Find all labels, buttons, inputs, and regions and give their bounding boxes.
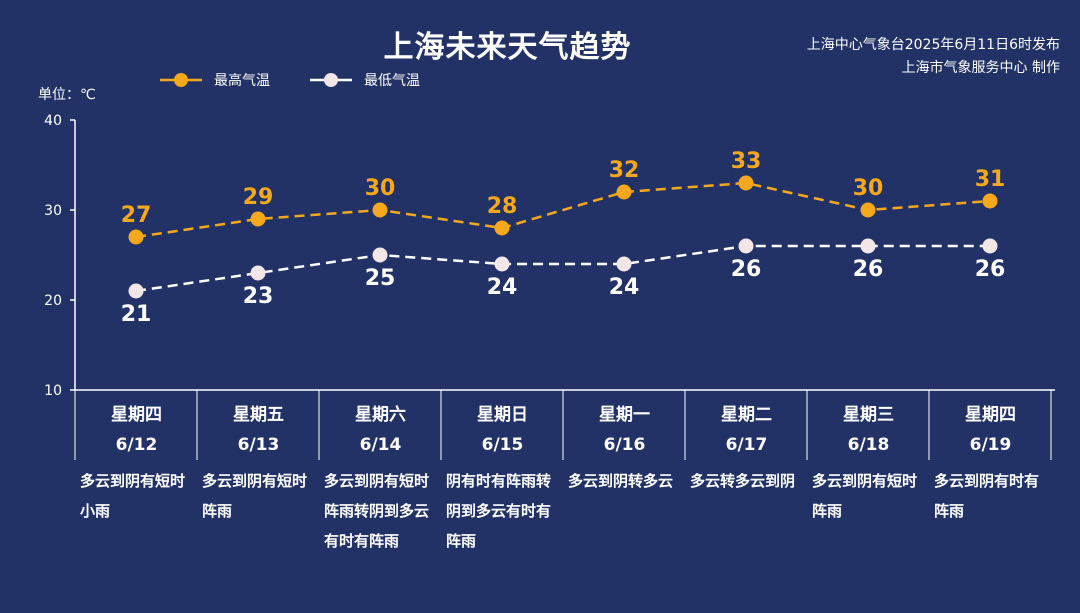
data-point-high xyxy=(250,211,266,227)
day-date: 6/17 xyxy=(725,435,768,455)
day-weekday: 星期六 xyxy=(355,405,406,425)
data-label-low: 26 xyxy=(853,257,884,282)
y-tick-label: 40 xyxy=(44,113,62,129)
legend-item-high: 最高气温 xyxy=(160,70,270,90)
day-date: 6/18 xyxy=(847,435,890,455)
day-date: 6/13 xyxy=(237,435,280,455)
day-weekday: 星期四 xyxy=(965,405,1016,425)
day-weather-desc: 多云到阴有短时小雨 xyxy=(80,472,186,520)
day-weekday: 星期二 xyxy=(721,405,772,425)
chart-title: 上海未来天气趋势 xyxy=(383,30,632,65)
y-tick-label: 30 xyxy=(44,203,62,219)
day-weather-desc: 多云到阴有短时阵雨 xyxy=(202,472,308,520)
day-date: 6/19 xyxy=(969,435,1012,455)
day-header: 星期一 6/16 xyxy=(564,400,685,460)
y-tick-label: 10 xyxy=(44,383,62,399)
day-weekday: 星期五 xyxy=(233,405,284,425)
data-label-high: 27 xyxy=(121,203,152,228)
day-weekday: 星期四 xyxy=(111,405,162,425)
data-point-low xyxy=(372,247,388,263)
data-point-low xyxy=(860,238,876,254)
legend-low-marker-icon xyxy=(310,73,352,87)
publisher-info: 上海中心气象台2025年6月11日6时发布 上海市气象服务中心 制作 xyxy=(807,34,1060,80)
data-label-high: 30 xyxy=(853,176,884,201)
day-weather-desc: 多云到阴有短时阵雨 xyxy=(812,472,918,520)
data-point-high xyxy=(982,193,998,209)
day-weekday: 星期日 xyxy=(477,405,528,425)
day-weather-desc: 阴有时有阵雨转阴到多云有时有阵雨 xyxy=(446,472,552,550)
data-label-high: 33 xyxy=(731,149,762,174)
day-date: 6/16 xyxy=(603,435,646,455)
data-label-high: 31 xyxy=(975,167,1006,192)
data-point-low xyxy=(494,256,510,272)
data-label-low: 24 xyxy=(487,275,518,300)
series-line-high xyxy=(135,181,991,239)
legend-high-label: 最高气温 xyxy=(214,73,270,89)
y-tick-label: 20 xyxy=(44,293,62,309)
data-point-low xyxy=(738,238,754,254)
day-weather-desc: 多云到阴有短时阵雨转阴到多云有时有阵雨 xyxy=(324,472,430,550)
data-label-high: 30 xyxy=(365,176,396,201)
data-label-low: 26 xyxy=(731,257,762,282)
day-header: 星期四 6/19 xyxy=(930,400,1051,460)
day-weather-desc: 多云到阴有时有阵雨 xyxy=(934,472,1040,520)
day-header: 星期日 6/15 xyxy=(442,400,563,460)
day-date: 6/12 xyxy=(115,435,158,455)
day-date: 6/14 xyxy=(359,435,402,455)
data-point-low xyxy=(982,238,998,254)
day-header: 星期四 6/12 xyxy=(76,400,197,460)
data-label-low: 25 xyxy=(365,266,396,291)
data-point-low xyxy=(128,283,144,299)
data-point-high xyxy=(494,220,510,236)
unit-label: 单位：℃ xyxy=(38,87,96,103)
data-point-high xyxy=(616,184,632,200)
day-header: 星期三 6/18 xyxy=(808,400,929,460)
data-point-high xyxy=(128,229,144,245)
data-label-low: 24 xyxy=(609,275,640,300)
day-weekday: 星期三 xyxy=(843,405,894,425)
legend-high-marker-icon xyxy=(160,73,202,87)
data-label-low: 26 xyxy=(975,257,1006,282)
day-header: 星期五 6/13 xyxy=(198,400,319,460)
data-label-high: 28 xyxy=(487,194,518,219)
data-point-high xyxy=(372,202,388,218)
data-label-low: 21 xyxy=(121,302,152,327)
day-date: 6/15 xyxy=(481,435,524,455)
publisher-line-2: 上海市气象服务中心 制作 xyxy=(901,60,1060,76)
data-label-low: 23 xyxy=(243,284,274,309)
day-weather-desc: 多云到阴转多云 xyxy=(568,472,674,490)
data-label-high: 32 xyxy=(609,158,640,183)
data-label-high: 29 xyxy=(243,185,274,210)
day-header: 星期二 6/17 xyxy=(686,400,807,460)
data-point-high xyxy=(860,202,876,218)
data-point-high xyxy=(738,175,754,191)
legend-low-label: 最低气温 xyxy=(364,73,420,89)
data-point-low xyxy=(250,265,266,281)
publisher-line-1: 上海中心气象台2025年6月11日6时发布 xyxy=(806,37,1060,53)
data-point-low xyxy=(616,256,632,272)
day-header: 星期六 6/14 xyxy=(320,400,441,460)
day-weekday: 星期一 xyxy=(599,405,650,425)
day-weather-desc: 多云转多云到阴 xyxy=(690,472,796,490)
legend-item-low: 最低气温 xyxy=(310,70,420,90)
